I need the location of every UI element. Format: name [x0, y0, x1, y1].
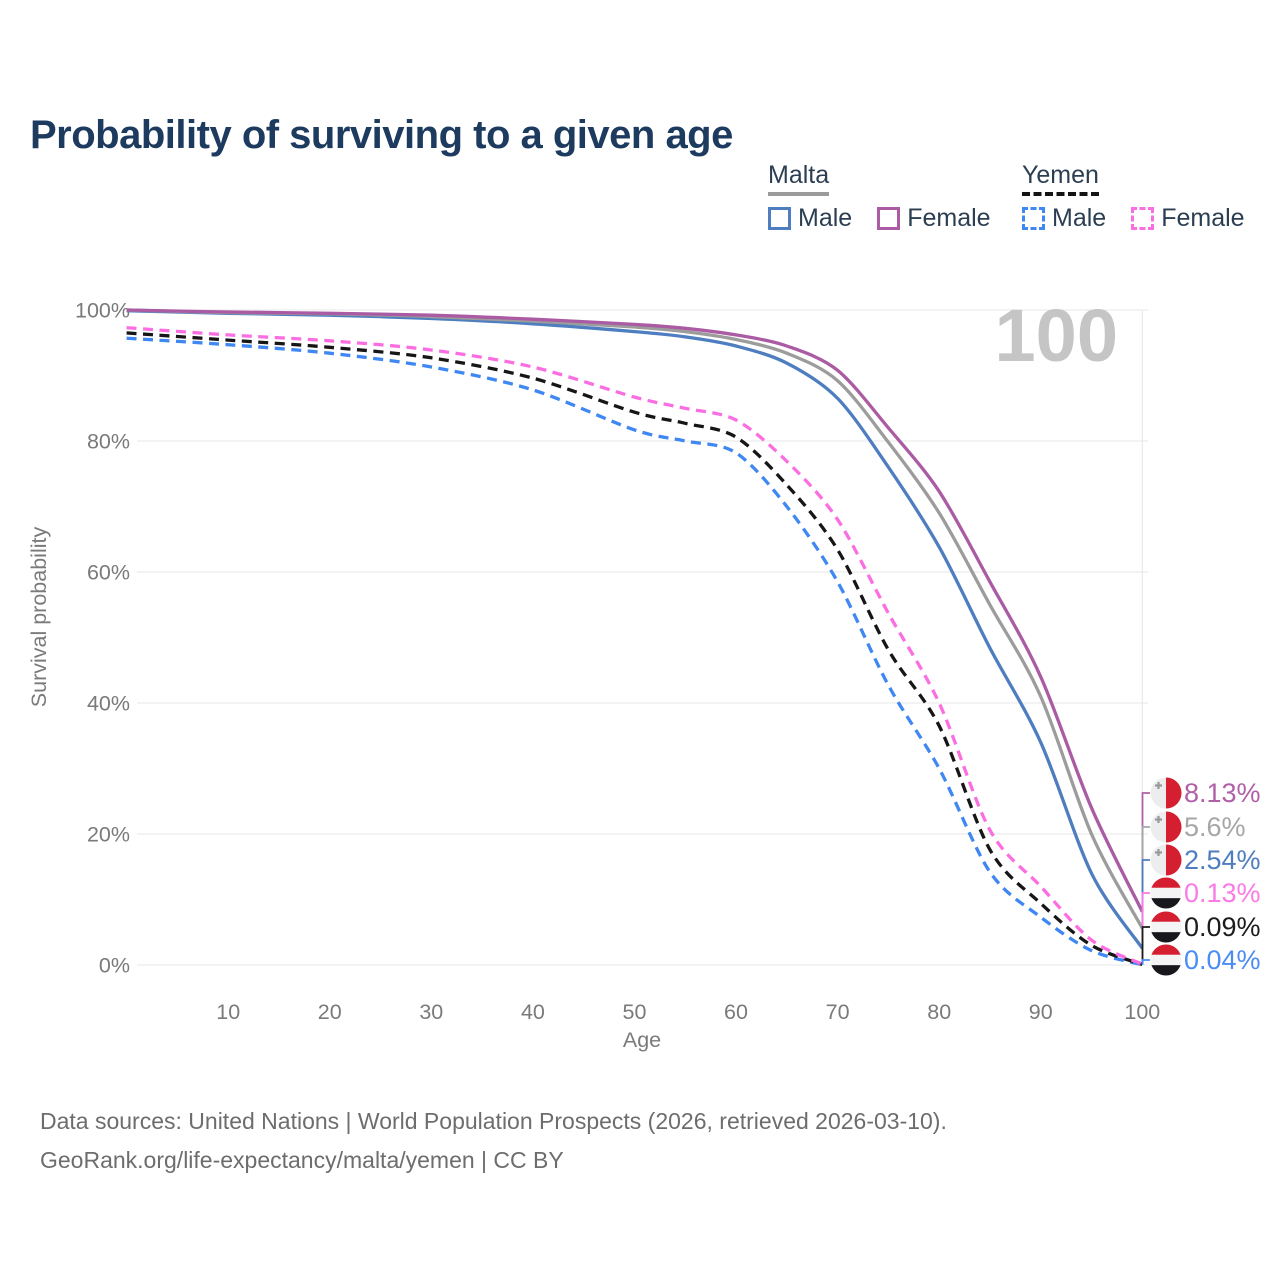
legend-label-malta-male: Male — [798, 204, 853, 232]
end-label-value-0: 8.13% — [1184, 778, 1261, 808]
legend-row-malta: Male Female — [768, 204, 991, 233]
footer-attribution: GeoRank.org/life-expectancy/malta/yemen … — [40, 1147, 564, 1173]
x-tick-label-80: 80 — [927, 1000, 951, 1024]
end-label-value-4: 0.09% — [1184, 912, 1261, 942]
y-axis-title: Survival probability — [27, 527, 51, 708]
end-label-connector-4 — [1141, 926, 1150, 965]
legend-item-malta-male[interactable]: Male — [768, 204, 852, 233]
legend-label-malta-female: Female — [907, 204, 991, 232]
legend-group-yemen: Yemen Male Female — [1022, 161, 1245, 233]
x-tick-label-60: 60 — [724, 1000, 748, 1024]
x-axis-title: Age — [623, 1028, 661, 1052]
x-tick-label-10: 10 — [216, 1000, 240, 1024]
end-label-connector-5 — [1141, 959, 1150, 965]
legend-item-malta-female[interactable]: Female — [877, 204, 991, 233]
malta-flag-icon — [1150, 777, 1182, 809]
y-tick-label-100: 100% — [75, 299, 130, 323]
malta-flag-icon — [1150, 811, 1182, 843]
malta-flag-icon — [1150, 844, 1182, 876]
legend-label-yemen-female: Female — [1161, 204, 1245, 232]
footer-data-sources: Data sources: United Nations | World Pop… — [40, 1108, 947, 1134]
x-tick-label-100: 100 — [1124, 1000, 1160, 1024]
hover-age-watermark: 100 — [995, 294, 1118, 377]
x-tick-label-50: 50 — [623, 1000, 647, 1024]
legend-row-yemen: Male Female — [1022, 204, 1245, 233]
legend-swatch-malta-female-icon — [877, 207, 901, 230]
legend-swatch-yemen-male-icon — [1022, 207, 1045, 230]
yemen-flag-icon — [1150, 944, 1182, 976]
yemen-flag-icon — [1150, 911, 1182, 943]
x-tick-label-90: 90 — [1029, 1000, 1053, 1024]
series-line-yemen-both-sexes- — [126, 331, 1143, 966]
footer: Data sources: United Nations | World Pop… — [40, 1102, 947, 1180]
x-tick-label-70: 70 — [826, 1000, 850, 1024]
end-label-value-5: 0.04% — [1184, 945, 1261, 975]
legend-item-yemen-male[interactable]: Male — [1022, 204, 1106, 233]
end-label-value-2: 2.54% — [1184, 845, 1261, 875]
end-label-value-3: 0.13% — [1184, 878, 1261, 908]
legend-country-yemen: Yemen — [1022, 161, 1099, 196]
legend-label-yemen-male: Male — [1052, 204, 1107, 232]
series-line-malta-both-sexes- — [126, 308, 1144, 930]
legend-swatch-malta-male-icon — [768, 207, 791, 230]
x-tick-label-20: 20 — [318, 1000, 342, 1024]
legend-item-yemen-female[interactable]: Female — [1131, 204, 1245, 233]
page-title: Probability of surviving to a given age — [30, 112, 733, 157]
x-tick-label-40: 40 — [521, 1000, 545, 1024]
y-tick-label-40: 40% — [87, 692, 130, 716]
end-label-connector-3 — [1141, 892, 1150, 965]
y-tick-label-0: 0% — [99, 954, 130, 978]
end-label-value-1: 5.6% — [1184, 812, 1246, 842]
series-line-malta-female — [126, 308, 1144, 913]
x-tick-label-30: 30 — [419, 1000, 443, 1024]
yemen-flag-icon — [1150, 877, 1182, 909]
end-label-connector-1 — [1141, 826, 1150, 929]
legend-swatch-yemen-female-icon — [1131, 207, 1155, 230]
y-tick-label-60: 60% — [87, 561, 130, 585]
legend-country-malta: Malta — [768, 161, 830, 196]
end-label-connector-2 — [1141, 859, 1150, 949]
y-tick-label-80: 80% — [87, 430, 130, 454]
y-tick-label-20: 20% — [87, 823, 130, 847]
legend-group-malta: Malta Male Female — [768, 161, 991, 233]
